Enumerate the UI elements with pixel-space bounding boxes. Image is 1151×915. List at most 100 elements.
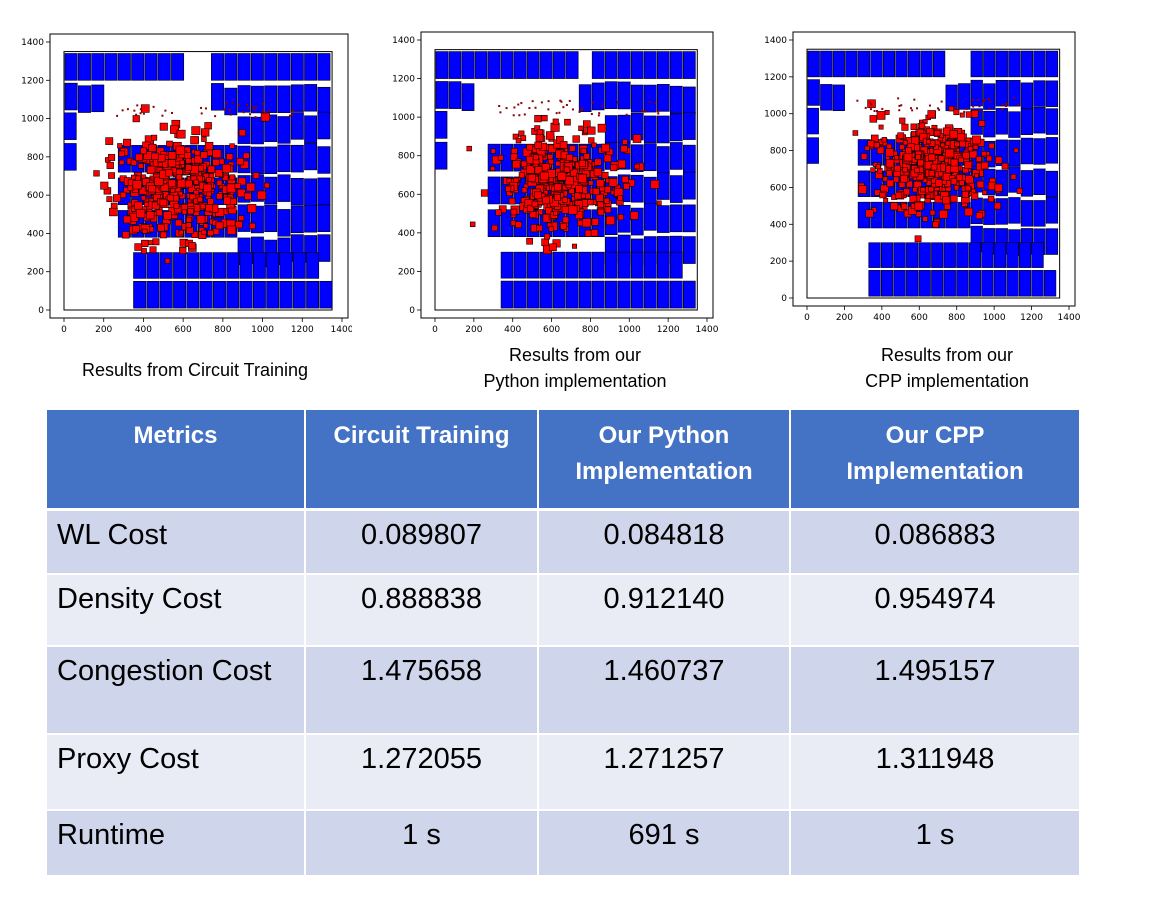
std-cell bbox=[267, 109, 270, 112]
std-cell bbox=[490, 166, 496, 171]
std-cell bbox=[261, 102, 264, 105]
macro-block bbox=[630, 51, 644, 79]
cell-value: 0.084818 bbox=[538, 509, 791, 575]
macro-block bbox=[995, 50, 1008, 78]
macro-block bbox=[435, 51, 449, 79]
macro-block bbox=[1008, 80, 1021, 107]
std-cell bbox=[521, 187, 528, 194]
std-cell bbox=[146, 165, 156, 175]
macro-block bbox=[604, 51, 618, 79]
cell-value: 0.954974 bbox=[790, 573, 1079, 647]
std-cell bbox=[883, 198, 889, 203]
macro-block bbox=[91, 84, 105, 113]
macro-block bbox=[104, 53, 118, 81]
std-cell bbox=[191, 126, 201, 135]
std-cell bbox=[549, 243, 557, 252]
std-cell bbox=[884, 110, 890, 115]
std-cell bbox=[161, 114, 164, 117]
macro-block bbox=[806, 137, 819, 164]
macro-block bbox=[630, 280, 644, 309]
std-cell bbox=[200, 106, 203, 109]
y-tick-label: 1000 bbox=[765, 110, 787, 120]
cell-value: 1.495157 bbox=[790, 645, 1079, 735]
macro-block bbox=[1033, 168, 1046, 196]
macro-block bbox=[1033, 138, 1046, 165]
std-cell bbox=[291, 114, 294, 117]
std-cell bbox=[568, 99, 571, 102]
std-cell bbox=[922, 216, 928, 222]
std-cell bbox=[583, 120, 591, 128]
std-cell bbox=[547, 154, 553, 160]
std-cell bbox=[593, 168, 603, 177]
std-cell bbox=[157, 223, 165, 232]
std-cell bbox=[562, 106, 565, 109]
std-cell bbox=[499, 111, 502, 114]
std-cell bbox=[901, 203, 908, 210]
std-cell bbox=[961, 190, 969, 198]
macro-block bbox=[604, 115, 618, 143]
std-cell bbox=[547, 100, 550, 103]
macro-block bbox=[617, 81, 631, 110]
std-cell bbox=[953, 109, 960, 116]
std-cell bbox=[226, 183, 236, 193]
std-cell bbox=[226, 225, 237, 235]
macro-block bbox=[526, 280, 540, 309]
std-cell bbox=[948, 105, 955, 112]
std-cell bbox=[913, 98, 916, 101]
std-cell bbox=[600, 104, 603, 107]
macro-block bbox=[133, 252, 147, 279]
macro-block bbox=[435, 81, 449, 109]
macro-block bbox=[1045, 137, 1059, 164]
macro-block bbox=[290, 112, 304, 140]
macro-block bbox=[656, 51, 670, 79]
std-cell bbox=[170, 187, 176, 194]
macro-block bbox=[1045, 197, 1059, 224]
std-cell bbox=[547, 158, 554, 165]
std-cell bbox=[229, 113, 232, 116]
std-cell bbox=[583, 153, 590, 160]
std-cell bbox=[181, 209, 188, 215]
std-cell bbox=[534, 106, 537, 109]
std-cell bbox=[252, 106, 255, 109]
macro-block bbox=[565, 251, 579, 279]
std-cell bbox=[207, 165, 216, 173]
std-cell bbox=[890, 202, 899, 211]
macro-block bbox=[186, 280, 200, 309]
std-cell bbox=[175, 174, 183, 181]
macro-block bbox=[1018, 270, 1032, 297]
std-cell bbox=[1017, 103, 1020, 106]
std-cell bbox=[622, 139, 628, 145]
macro-block bbox=[317, 111, 331, 140]
std-cell bbox=[933, 129, 941, 137]
macro-block bbox=[918, 270, 931, 297]
y-tick-label: 800 bbox=[770, 147, 787, 157]
std-cell bbox=[917, 159, 924, 167]
std-cell bbox=[994, 183, 1003, 192]
std-cell bbox=[963, 110, 966, 113]
std-cell bbox=[603, 197, 610, 204]
macro-block bbox=[64, 82, 78, 111]
std-cell bbox=[592, 187, 600, 195]
std-cell bbox=[938, 171, 944, 177]
std-cell bbox=[189, 193, 197, 201]
macro-block bbox=[264, 204, 278, 233]
macro-block bbox=[277, 209, 291, 237]
std-cell bbox=[929, 209, 936, 216]
std-cell bbox=[512, 114, 515, 117]
macro-block bbox=[144, 53, 158, 81]
std-cell bbox=[575, 185, 583, 193]
std-cell bbox=[168, 179, 176, 188]
macro-block bbox=[857, 139, 870, 166]
macro-block bbox=[682, 171, 696, 200]
std-cell bbox=[903, 152, 913, 162]
y-tick-label: 200 bbox=[770, 257, 787, 267]
std-cell bbox=[950, 194, 958, 203]
y-tick-label: 1400 bbox=[393, 36, 415, 46]
std-cell bbox=[164, 258, 171, 264]
std-cell bbox=[177, 178, 187, 188]
std-cell bbox=[581, 107, 584, 110]
std-cell bbox=[894, 155, 899, 161]
std-cell bbox=[858, 185, 867, 194]
std-cell bbox=[958, 157, 964, 163]
y-tick-label: 1000 bbox=[22, 115, 44, 125]
